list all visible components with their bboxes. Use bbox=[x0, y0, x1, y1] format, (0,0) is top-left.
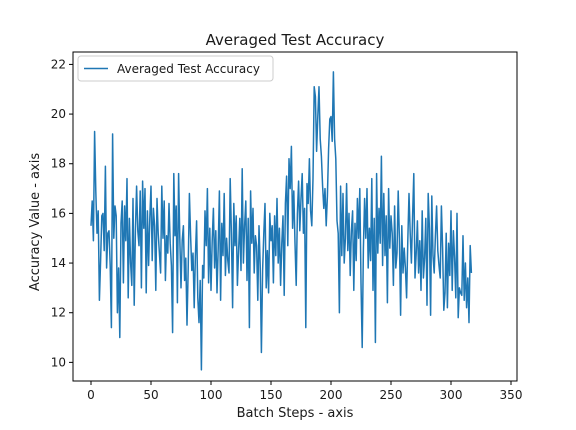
series-line-averaged-test-accuracy bbox=[90, 71, 473, 371]
y-axis-label: Accuracy Value - axis bbox=[28, 153, 43, 291]
x-tick-label: 50 bbox=[143, 388, 158, 402]
legend-label-averaged-test-accuracy: Averaged Test Accuracy bbox=[117, 62, 260, 76]
y-tick-label: 14 bbox=[51, 256, 66, 270]
x-axis-ticks: 0 50 100 150 200 250 300 350 bbox=[87, 381, 522, 402]
plot-area bbox=[72, 51, 518, 382]
x-tick-label: 350 bbox=[500, 388, 523, 402]
y-tick-label: 10 bbox=[51, 355, 66, 369]
x-tick-label: 150 bbox=[260, 388, 283, 402]
x-axis-label: Batch Steps - axis bbox=[237, 406, 354, 421]
y-tick-label: 16 bbox=[51, 206, 66, 220]
y-tick-label: 22 bbox=[51, 57, 66, 71]
x-tick-label: 100 bbox=[200, 388, 223, 402]
y-tick-label: 18 bbox=[51, 157, 66, 171]
y-tick-label: 20 bbox=[51, 107, 66, 121]
y-axis-ticks: 10 12 14 16 18 20 22 bbox=[51, 57, 73, 369]
x-tick-label: 250 bbox=[380, 388, 403, 402]
legend-box bbox=[77, 55, 274, 82]
y-tick-label: 12 bbox=[51, 306, 66, 320]
x-tick-label: 200 bbox=[320, 388, 343, 402]
chart-title: Averaged Test Accuracy bbox=[206, 31, 385, 49]
x-tick-label: 300 bbox=[440, 388, 463, 402]
x-tick-label: 0 bbox=[87, 388, 95, 402]
legend: Averaged Test Accuracy bbox=[77, 55, 274, 82]
